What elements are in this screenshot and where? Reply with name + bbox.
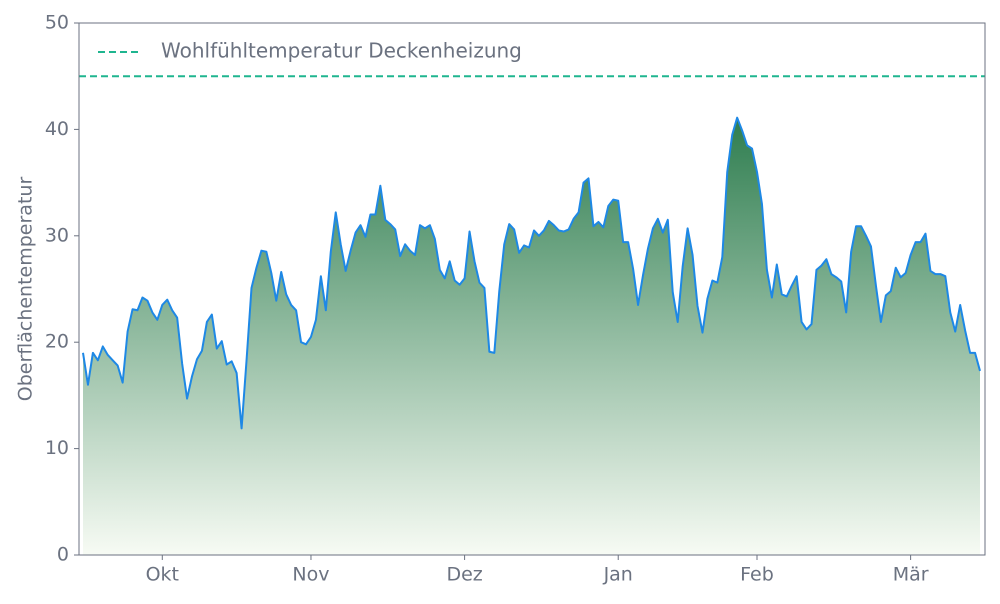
y-tick-label: 30 (45, 224, 69, 246)
y-tick-label: 40 (45, 118, 69, 140)
plot-frame (78, 22, 986, 556)
y-tick-label: 10 (45, 437, 69, 459)
y-tick-label: 0 (57, 544, 69, 566)
x-tick-label: Okt (146, 564, 179, 586)
area-fill (83, 117, 980, 555)
legend-label: Wohlfühltemperatur Deckenheizung (161, 39, 522, 63)
x-tick-label: Feb (740, 564, 774, 586)
x-tick-label: Dez (446, 564, 482, 586)
y-tick-label: 50 (45, 12, 69, 34)
data-line (82, 116, 981, 430)
x-tick-label: Mär (893, 564, 929, 586)
x-tick-label: Jan (603, 564, 633, 586)
y-axis-label: Oberflächentemperatur (15, 177, 37, 402)
y-tick-label: 20 (45, 331, 69, 353)
x-tick-label: Nov (292, 564, 329, 586)
